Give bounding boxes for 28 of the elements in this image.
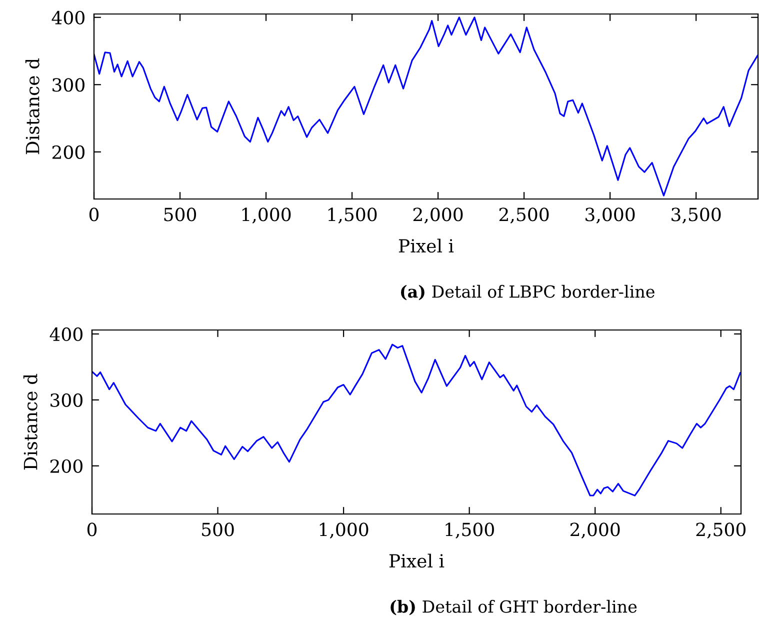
line-series [92,344,741,496]
x-tick-label: 1,500 [446,522,494,539]
x-axis-title: Pixel i [398,238,454,253]
y-tick-label: 200 [52,145,84,160]
text: (a) Detail of LBPC border-line [401,284,654,300]
x-tick-label: 1,500 [328,208,377,224]
x-tick-label: 2,500 [499,208,549,224]
y-axis-title: Distance d [25,58,40,154]
x-tick-label: 3,000 [586,208,635,224]
x-tick-label: 1,000 [320,522,368,539]
x-tick-label: 0 [89,208,99,222]
x-tick-label: 3,500 [672,208,721,224]
x-tick-label: 2,000 [413,208,463,224]
text: (b) Detail of GHT border-line [390,600,637,616]
x-axis-title: Pixel i [389,554,444,568]
x-tick-label: 2,000 [570,522,620,539]
x-tick-label: 1,000 [242,208,291,224]
x-tick-label: 2,500 [696,522,746,539]
y-axis-title: Distance d [23,374,38,470]
y-tick-label: 300 [52,78,84,92]
y-tick-label: 400 [50,327,82,342]
y-tick-label: 300 [50,393,82,408]
line-series [94,16,758,196]
x-tick-label: 500 [164,208,196,222]
x-tick-label: 0 [87,522,97,536]
y-tick-label: 400 [52,10,84,24]
x-tick-label: 500 [202,522,234,536]
y-tick-label: 200 [50,459,82,473]
